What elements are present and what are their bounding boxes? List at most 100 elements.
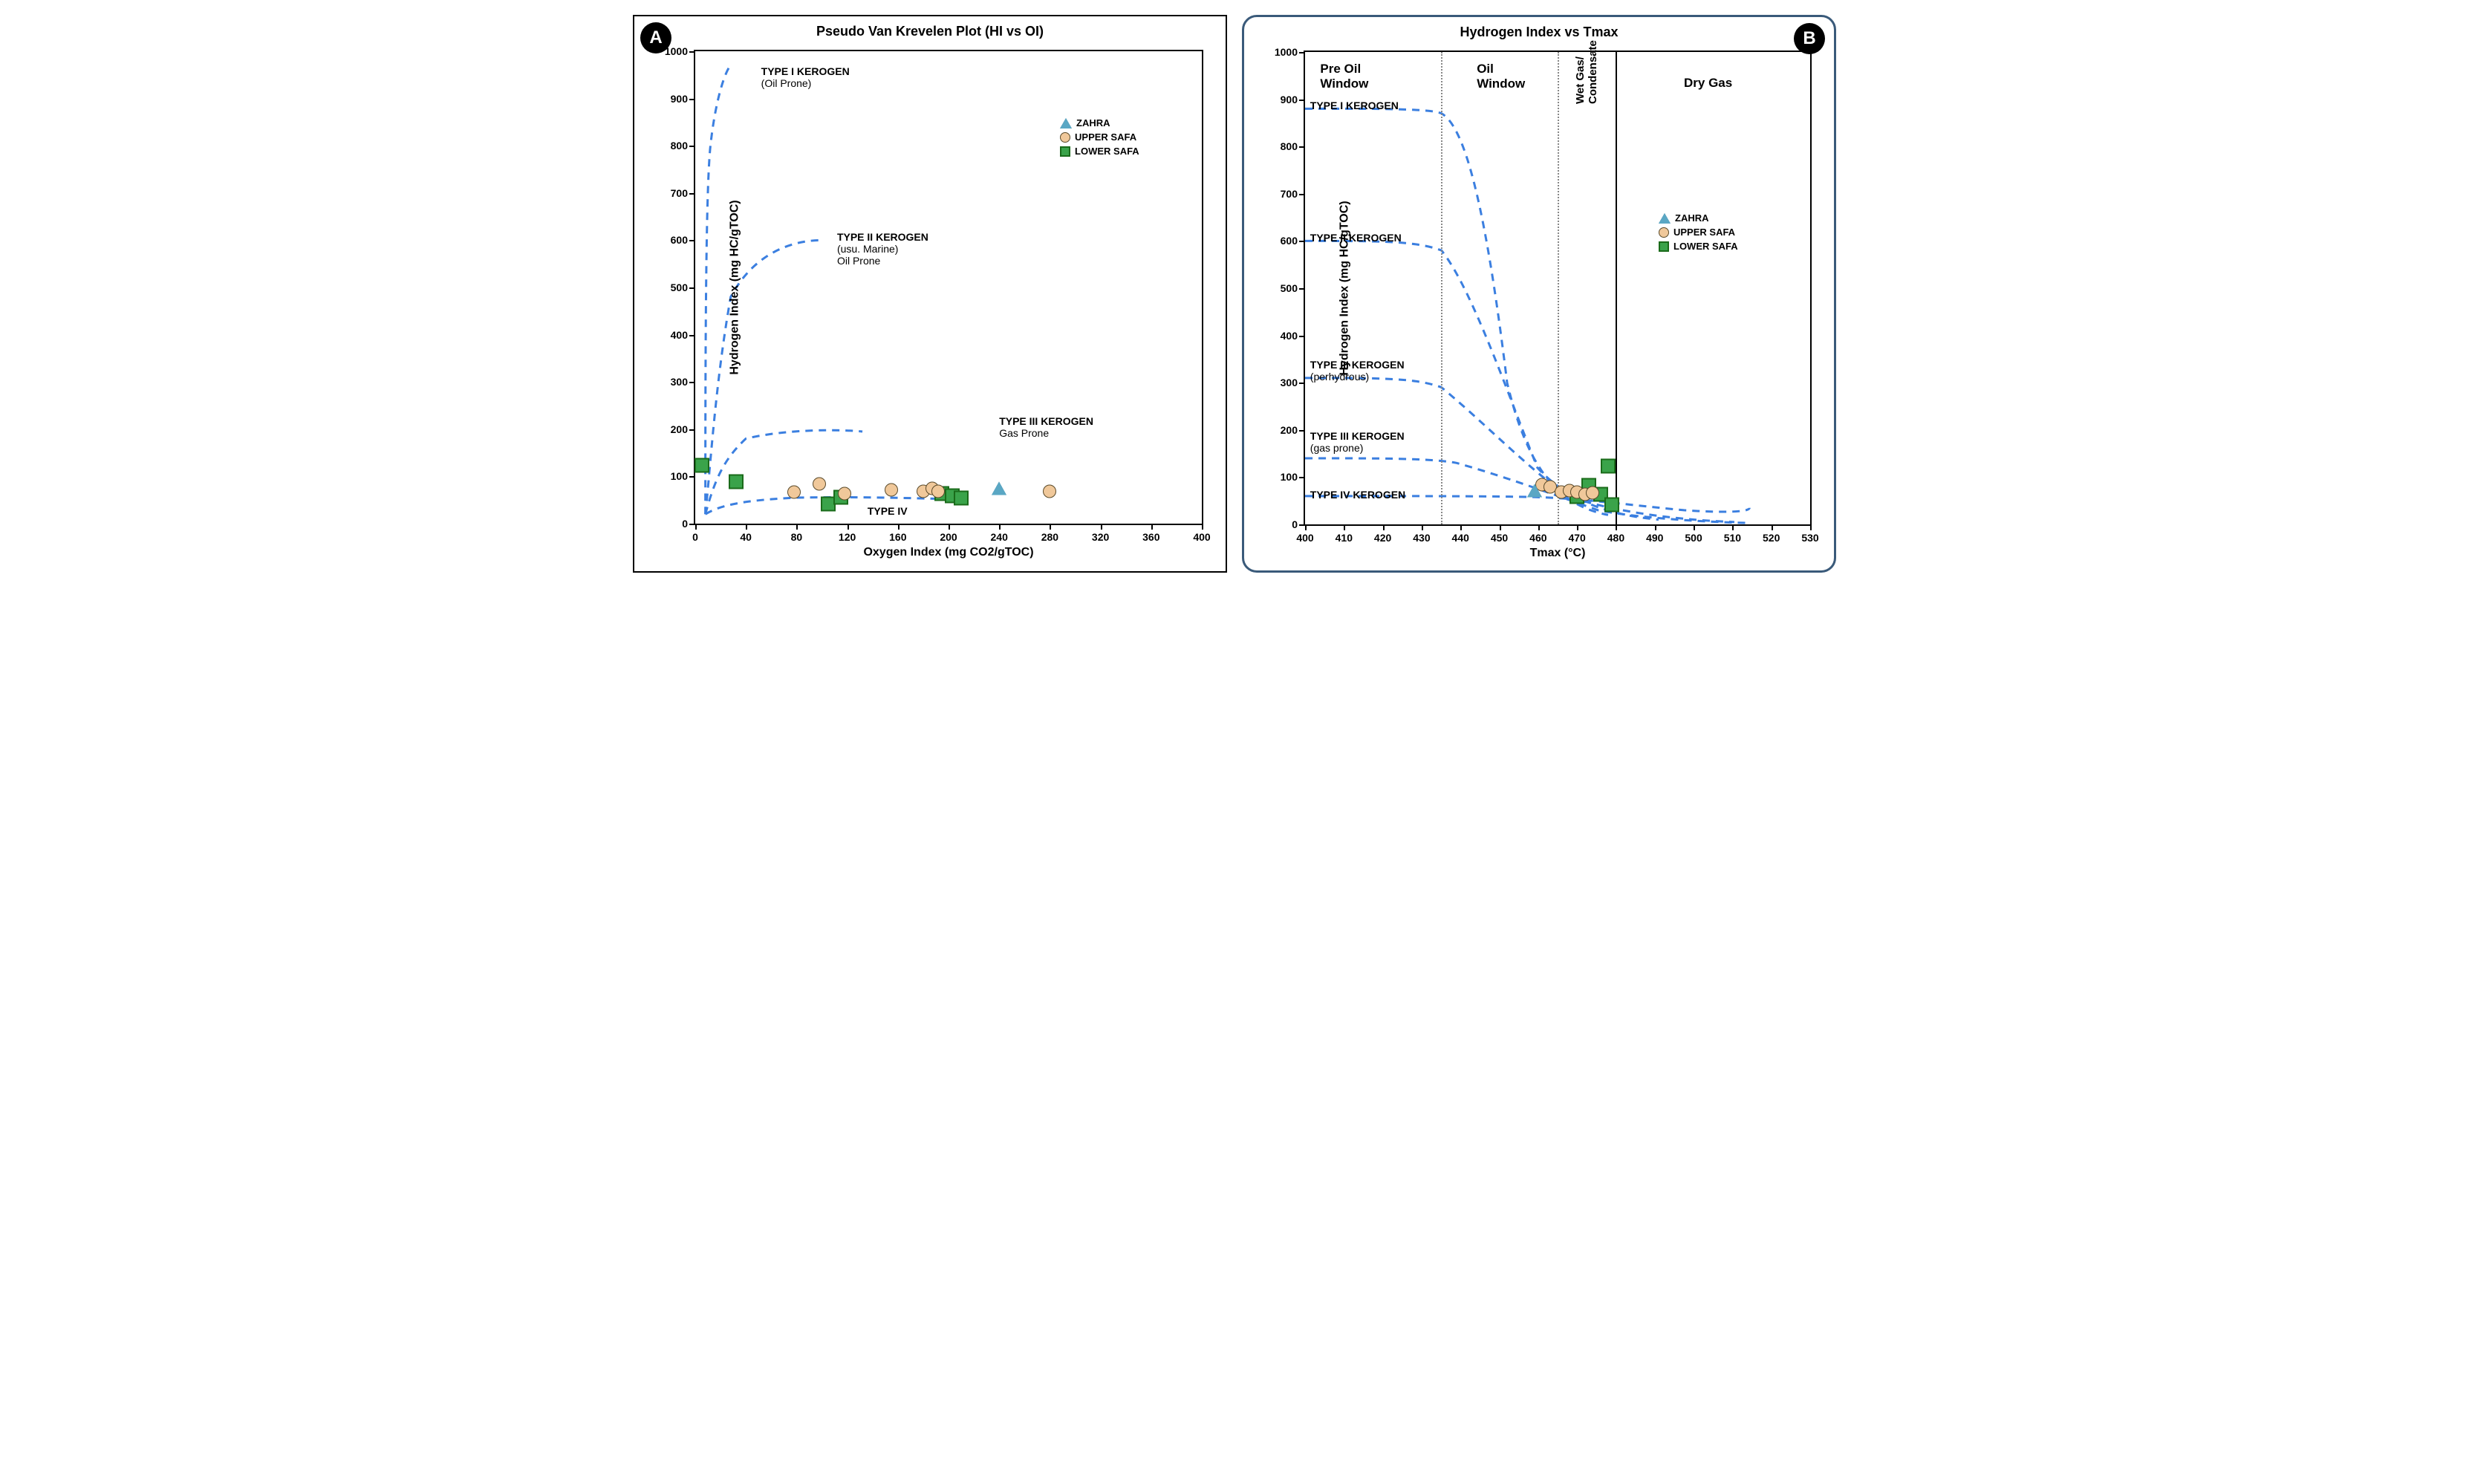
maturity-divider [1441, 52, 1442, 524]
kerogen-annotation: TYPE III KEROGEN(gas prone) [1310, 430, 1405, 454]
region-label: Pre OilWindow [1320, 62, 1368, 91]
xtick-label: 500 [1685, 532, 1702, 544]
ylabel-a: Hydrogen Index (mg HC/gTOC) [729, 200, 742, 374]
maturity-divider [1616, 52, 1617, 524]
xtick-label: 240 [991, 531, 1008, 543]
xtick [949, 524, 950, 530]
ytick-label: 900 [1281, 94, 1298, 105]
ytick [689, 193, 695, 195]
xtick [1050, 524, 1051, 530]
panel-badge-a: A [640, 22, 671, 53]
legend-item: LOWER SAFA [1659, 241, 1738, 252]
xtick-label: 490 [1646, 532, 1663, 544]
legend-item: LOWER SAFA [1060, 146, 1139, 157]
xtick-label: 120 [839, 531, 856, 543]
xtick-label: 510 [1724, 532, 1741, 544]
ytick-label: 600 [1281, 235, 1298, 247]
xtick-label: 200 [940, 531, 957, 543]
xtick [1305, 524, 1307, 530]
panel-b-plot: Pre OilWindowOilWindowWet Gas/Condensate… [1304, 51, 1812, 526]
data-point-lower_safa [1601, 458, 1616, 477]
xtick [1616, 524, 1617, 530]
legend-label: LOWER SAFA [1075, 146, 1139, 157]
xtick-label: 530 [1801, 532, 1818, 544]
ytick [689, 99, 695, 100]
xtick [898, 524, 900, 530]
xlabel-a: Oxygen Index (mg CO2/gTOC) [863, 546, 1033, 559]
kerogen-annotation: TYPE I KEROGEN [1310, 100, 1399, 111]
xtick [695, 524, 697, 530]
legend-label: ZAHRA [1076, 117, 1110, 128]
xtick-label: 80 [791, 531, 803, 543]
ytick-label: 600 [671, 234, 688, 246]
xtick [1694, 524, 1695, 530]
kerogen-annotation: TYPE I KEROGEN(Oil Prone) [761, 65, 850, 89]
kerogen-annotation: TYPE III KEROGENGas Prone [999, 415, 1093, 439]
ytick-label: 400 [1281, 330, 1298, 342]
legend-item: ZAHRA [1060, 117, 1139, 128]
kerogen-annotation: TYPE III KEROGEN(perhydrous) [1310, 359, 1405, 383]
xtick-label: 320 [1092, 531, 1109, 543]
xtick [796, 524, 798, 530]
ytick [1299, 336, 1305, 337]
xtick-label: 450 [1491, 532, 1508, 544]
panel-b: B Hydrogen Index vs Tmax Pre OilWindowOi… [1242, 15, 1836, 573]
data-point-lower_safa [954, 491, 969, 510]
panel-b-title: Hydrogen Index vs Tmax [1244, 17, 1834, 45]
data-point-zahra [992, 482, 1006, 499]
plot-area-a: TYPE I KEROGEN(Oil Prone)TYPE II KEROGEN… [695, 51, 1202, 524]
xlabel-b: Tmax (°C) [1530, 547, 1586, 560]
region-label: OilWindow [1477, 62, 1525, 91]
xtick [746, 524, 747, 530]
ytick-label: 300 [1281, 377, 1298, 388]
ytick-label: 500 [1281, 282, 1298, 294]
maturity-divider [1558, 52, 1559, 524]
ytick-label: 100 [671, 470, 688, 482]
data-point-upper_safa [838, 486, 851, 504]
xtick [1344, 524, 1345, 530]
legend-label: ZAHRA [1675, 212, 1709, 224]
xtick-label: 410 [1336, 532, 1353, 544]
xtick [1577, 524, 1578, 530]
legend-label: UPPER SAFA [1075, 131, 1136, 143]
xtick-label: 40 [740, 531, 752, 543]
xtick [1383, 524, 1385, 530]
data-point-lower_safa [729, 474, 744, 492]
ytick [689, 287, 695, 289]
xtick-label: 420 [1374, 532, 1391, 544]
xtick-label: 460 [1529, 532, 1546, 544]
ytick [689, 335, 695, 336]
ytick-label: 500 [671, 281, 688, 293]
ytick [1299, 383, 1305, 384]
legend: ZAHRA UPPER SAFA LOWER SAFA [1060, 117, 1139, 160]
legend-item: UPPER SAFA [1060, 131, 1139, 143]
xtick [1655, 524, 1656, 530]
ytick [1299, 241, 1305, 242]
panel-a-plot: TYPE I KEROGEN(Oil Prone)TYPE II KEROGEN… [694, 50, 1203, 525]
ytick [1299, 477, 1305, 478]
data-point-upper_safa [1586, 486, 1599, 503]
xtick [1732, 524, 1734, 530]
ytick [689, 240, 695, 241]
ytick [1299, 194, 1305, 195]
legend: ZAHRAUPPER SAFALOWER SAFA [1659, 212, 1738, 255]
xtick-label: 0 [692, 531, 698, 543]
xtick [848, 524, 849, 530]
data-point-lower_safa [694, 458, 709, 476]
ytick-label: 300 [671, 376, 688, 388]
xtick [1202, 524, 1203, 530]
data-point-upper_safa [885, 483, 898, 500]
data-point-upper_safa [787, 485, 801, 502]
xtick [1151, 524, 1153, 530]
xtick [1422, 524, 1423, 530]
region-label: Wet Gas/Condensate [1574, 40, 1599, 104]
xtick-label: 400 [1193, 531, 1210, 543]
ytick-label: 100 [1281, 471, 1298, 483]
ytick-label: 400 [671, 329, 688, 341]
legend-item: ZAHRA [1659, 212, 1738, 224]
legend-label: LOWER SAFA [1673, 241, 1738, 252]
ytick [1299, 52, 1305, 53]
ytick [1299, 146, 1305, 148]
ytick [1299, 524, 1305, 526]
xtick-label: 360 [1142, 531, 1159, 543]
